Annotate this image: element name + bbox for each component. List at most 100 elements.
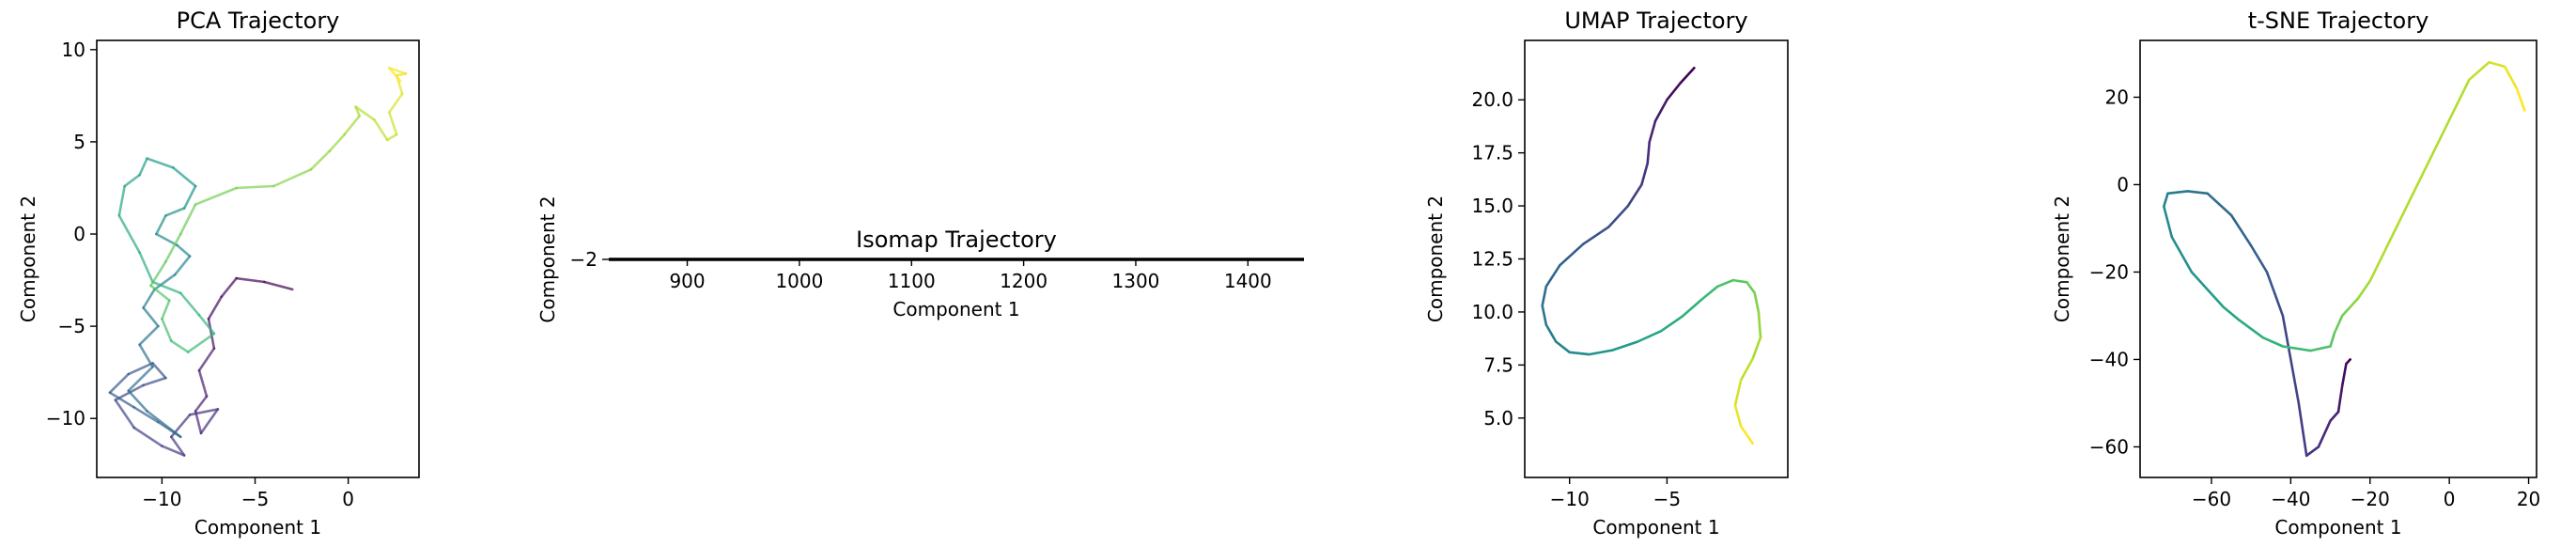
trajectory-segment (387, 67, 402, 83)
trajectory-segment (1739, 425, 1754, 445)
trajectory-segment (387, 111, 398, 136)
trajectory-segment (343, 115, 361, 136)
trajectory-segment (1606, 204, 1630, 228)
y-tick-label: 20 (2105, 86, 2129, 108)
trajectory-segment (235, 184, 275, 190)
trajectory-segment (207, 295, 224, 320)
trajectory-segment (2317, 419, 2332, 448)
trajectory-segment (235, 276, 266, 284)
chart-panel-3: −10 −5 5.0 7.5 10.0 12.5 15.0 17.5 20.0 UMAP Traj… (1424, 8, 1789, 539)
trajectory-segment (1731, 278, 1748, 284)
trajectory-segment (1648, 119, 1657, 144)
trajectory-segment (161, 317, 173, 343)
trajectory-segment (2170, 235, 2194, 274)
trajectory-segment (164, 207, 186, 217)
trajectory-segment (354, 105, 376, 121)
trajectory-segment (1716, 278, 1735, 289)
trajectory-segment (138, 343, 154, 368)
trajectory-segment (153, 273, 177, 291)
trajectory-segment (2515, 86, 2526, 112)
y-tick-label: −10 (46, 407, 85, 430)
y-tick-label: 0 (73, 223, 85, 245)
trajectory-segment (197, 347, 216, 372)
y-tick-label: 20.0 (1471, 88, 1513, 111)
x-tick-label: −40 (2271, 488, 2310, 510)
x-axis-label: Component 1 (194, 516, 321, 539)
trajectory-segment (178, 203, 197, 236)
y-axis-label: Component 2 (1424, 195, 1447, 322)
trajectory-segment (1739, 357, 1754, 382)
axes-frame (2139, 39, 2537, 478)
trajectory-segment (1554, 340, 1571, 354)
trajectory-segment (127, 389, 148, 413)
trajectory-segment (2333, 314, 2344, 335)
trajectory-segment (2336, 384, 2344, 414)
trajectory-segment (161, 299, 171, 320)
trajectory-segment (2229, 213, 2253, 247)
trajectory-segment (114, 399, 135, 430)
trajectory-segment (194, 186, 238, 206)
chart-panel-2: 900 1000 1100 1200 1300 1400 −2 Isomap Trajecto… (536, 195, 1304, 323)
trajectory-segment (127, 365, 154, 393)
trajectory-segment (146, 410, 182, 439)
trajectory-segment (1653, 98, 1668, 123)
chart-title: t-SNE Trajectory (2248, 8, 2429, 34)
chart-panel-4: −60 −40 −20 0 20 −60 −40 −20 0 20 t-SNE Trajectory… (2051, 8, 2540, 539)
trajectory-segment (1559, 242, 1585, 267)
chart-title: PCA Trajectory (177, 8, 340, 34)
x-tick-label: −60 (2192, 488, 2231, 510)
trajectory-segment (132, 426, 163, 447)
trajectory-segment (138, 157, 148, 177)
y-tick-label: 10 (62, 39, 85, 61)
trajectory-segment (172, 166, 197, 188)
x-tick-label: 0 (342, 488, 354, 510)
trajectory-segment (117, 184, 126, 217)
trajectory-segment (1751, 336, 1762, 360)
trajectory-segment (2163, 205, 2174, 239)
trajectory-segment (1568, 351, 1591, 356)
trajectory-segment (309, 149, 332, 171)
trajectory-segment (1581, 226, 1610, 246)
y-tick-label: −5 (58, 315, 85, 337)
x-tick-label: 20 (2517, 488, 2540, 510)
trajectory-segment (149, 260, 167, 288)
trajectory-segment (155, 232, 178, 247)
trajectory-segment (2368, 78, 2471, 283)
chart-panel-1: −10 −5 0 −10 −5 0 5 10 PCA Trajectory Component 1… (17, 8, 420, 539)
x-tick-label: −20 (2351, 488, 2390, 510)
y-tick-label: −40 (2089, 348, 2129, 370)
trajectory-segment (151, 362, 167, 380)
trajectory-segment (2186, 190, 2209, 195)
trajectory-segment (2222, 305, 2241, 321)
trajectory-segment (1659, 315, 1684, 333)
trajectory-segment (197, 368, 209, 399)
x-axis-label: Component 1 (1592, 516, 1719, 539)
trajectory-segment (1640, 162, 1649, 186)
trajectory-segment (387, 92, 404, 114)
trajectory-segment (1541, 304, 1548, 326)
trajectory-segment (132, 406, 160, 424)
trajectory-segment (2163, 192, 2169, 208)
trajectory-segment (2190, 271, 2213, 296)
trajectory-segment (149, 284, 171, 302)
x-tick-label: −10 (142, 488, 181, 510)
trajectory-segment (2261, 336, 2285, 348)
x-tick-label: 900 (669, 270, 705, 292)
trajectory-segment (1679, 67, 1696, 85)
trajectory-segment (142, 306, 160, 328)
trajectory-segment (1541, 285, 1548, 307)
y-tick-label: −20 (2089, 260, 2129, 283)
trajectory-segment (117, 214, 141, 254)
y-tick-label: 17.5 (1471, 142, 1513, 164)
trajectory-segment (1733, 378, 1743, 407)
y-tick-label: 0 (2117, 173, 2129, 195)
trajectory-segment (146, 157, 175, 169)
axes-frame (96, 39, 420, 478)
trajectory-segment (2281, 314, 2301, 405)
trajectory-segment (1637, 329, 1663, 343)
y-tick-label: 5.0 (1483, 407, 1513, 430)
x-tick-label: 1300 (1112, 270, 1160, 292)
y-tick-label: −2 (570, 248, 597, 271)
x-tick-label: 1100 (888, 270, 936, 292)
